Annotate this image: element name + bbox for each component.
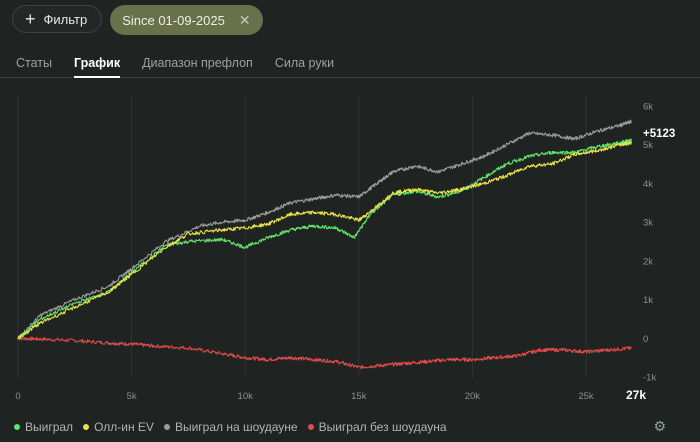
legend-dot [14, 424, 20, 430]
legend-dot [83, 424, 90, 430]
legend-item-showdown[interactable]: Выиграл на шоудауне [163, 420, 298, 434]
end-value-label: +5123 [643, 128, 675, 140]
legend-label: Выиграл без шоудауна [318, 420, 447, 434]
series-line-won [17, 138, 633, 340]
x-tick-label: 10k [238, 391, 254, 402]
tab-hand-strength[interactable]: Сила руки [274, 56, 335, 70]
legend-label: Выиграл на шоудауне [174, 420, 298, 434]
x-tick-label: 25k [578, 391, 594, 402]
tab-graph[interactable]: График [74, 50, 121, 78]
y-tick-label: 0 [643, 334, 648, 345]
gear-icon[interactable]: ⚙ [653, 418, 666, 434]
y-tick-label: 3k [643, 218, 653, 229]
winnings-chart: 0 5k 10k 15k 20k 25k 27k 6k 5k 4k 3k 2k 1k 0 -1k +5123 [15, 94, 675, 402]
y-tick-label: 5k [643, 140, 653, 151]
legend-label: Выиграл [25, 420, 74, 434]
close-icon[interactable]: ✕ [238, 11, 251, 28]
x-tick-label: 20k [465, 391, 481, 402]
legend-dot [307, 424, 314, 430]
tab-stats[interactable]: Статы [16, 56, 52, 70]
add-filter-button[interactable]: + Фильтр [12, 5, 103, 33]
legend-item-allin-ev[interactable]: Олл-ин EV [83, 420, 154, 434]
legend-item-won[interactable]: Выиграл [14, 420, 73, 434]
chart-legend: Выиграл Олл-ин EV Выиграл на шоудауне Вы… [14, 420, 447, 434]
y-tick-label: 4k [643, 179, 653, 190]
y-tick-label: 6k [643, 102, 653, 113]
y-tick-label: -1k [643, 373, 656, 384]
y-tick-label: 1k [643, 295, 653, 306]
x-tick-label: 27k [626, 388, 646, 402]
tab-preflop-range[interactable]: Диапазон префлоп [142, 56, 253, 70]
series-line-non_showdown [17, 336, 632, 370]
x-tick-label: 5k [127, 391, 137, 402]
series-line-allin_ev [17, 141, 633, 340]
filter-label: Фильтр [43, 11, 88, 27]
tab-bar: Статы График Диапазон префлоп Сила руки [0, 50, 700, 78]
x-tick-label: 15k [351, 391, 367, 402]
legend-item-non-showdown[interactable]: Выиграл без шоудауна [307, 420, 447, 434]
date-filter-chip[interactable]: Since 01-09-2025 ✕ [110, 5, 263, 35]
plus-icon: + [25, 9, 36, 29]
x-tick-label: 0 [15, 391, 20, 402]
date-filter-label: Since 01-09-2025 [122, 12, 225, 28]
legend-dot [163, 424, 170, 430]
y-tick-label: 2k [643, 256, 653, 267]
series-line-showdown [17, 119, 632, 339]
legend-label: Олл-ин EV [94, 420, 154, 434]
toolbar: + Фильтр Since 01-09-2025 ✕ [12, 5, 263, 35]
